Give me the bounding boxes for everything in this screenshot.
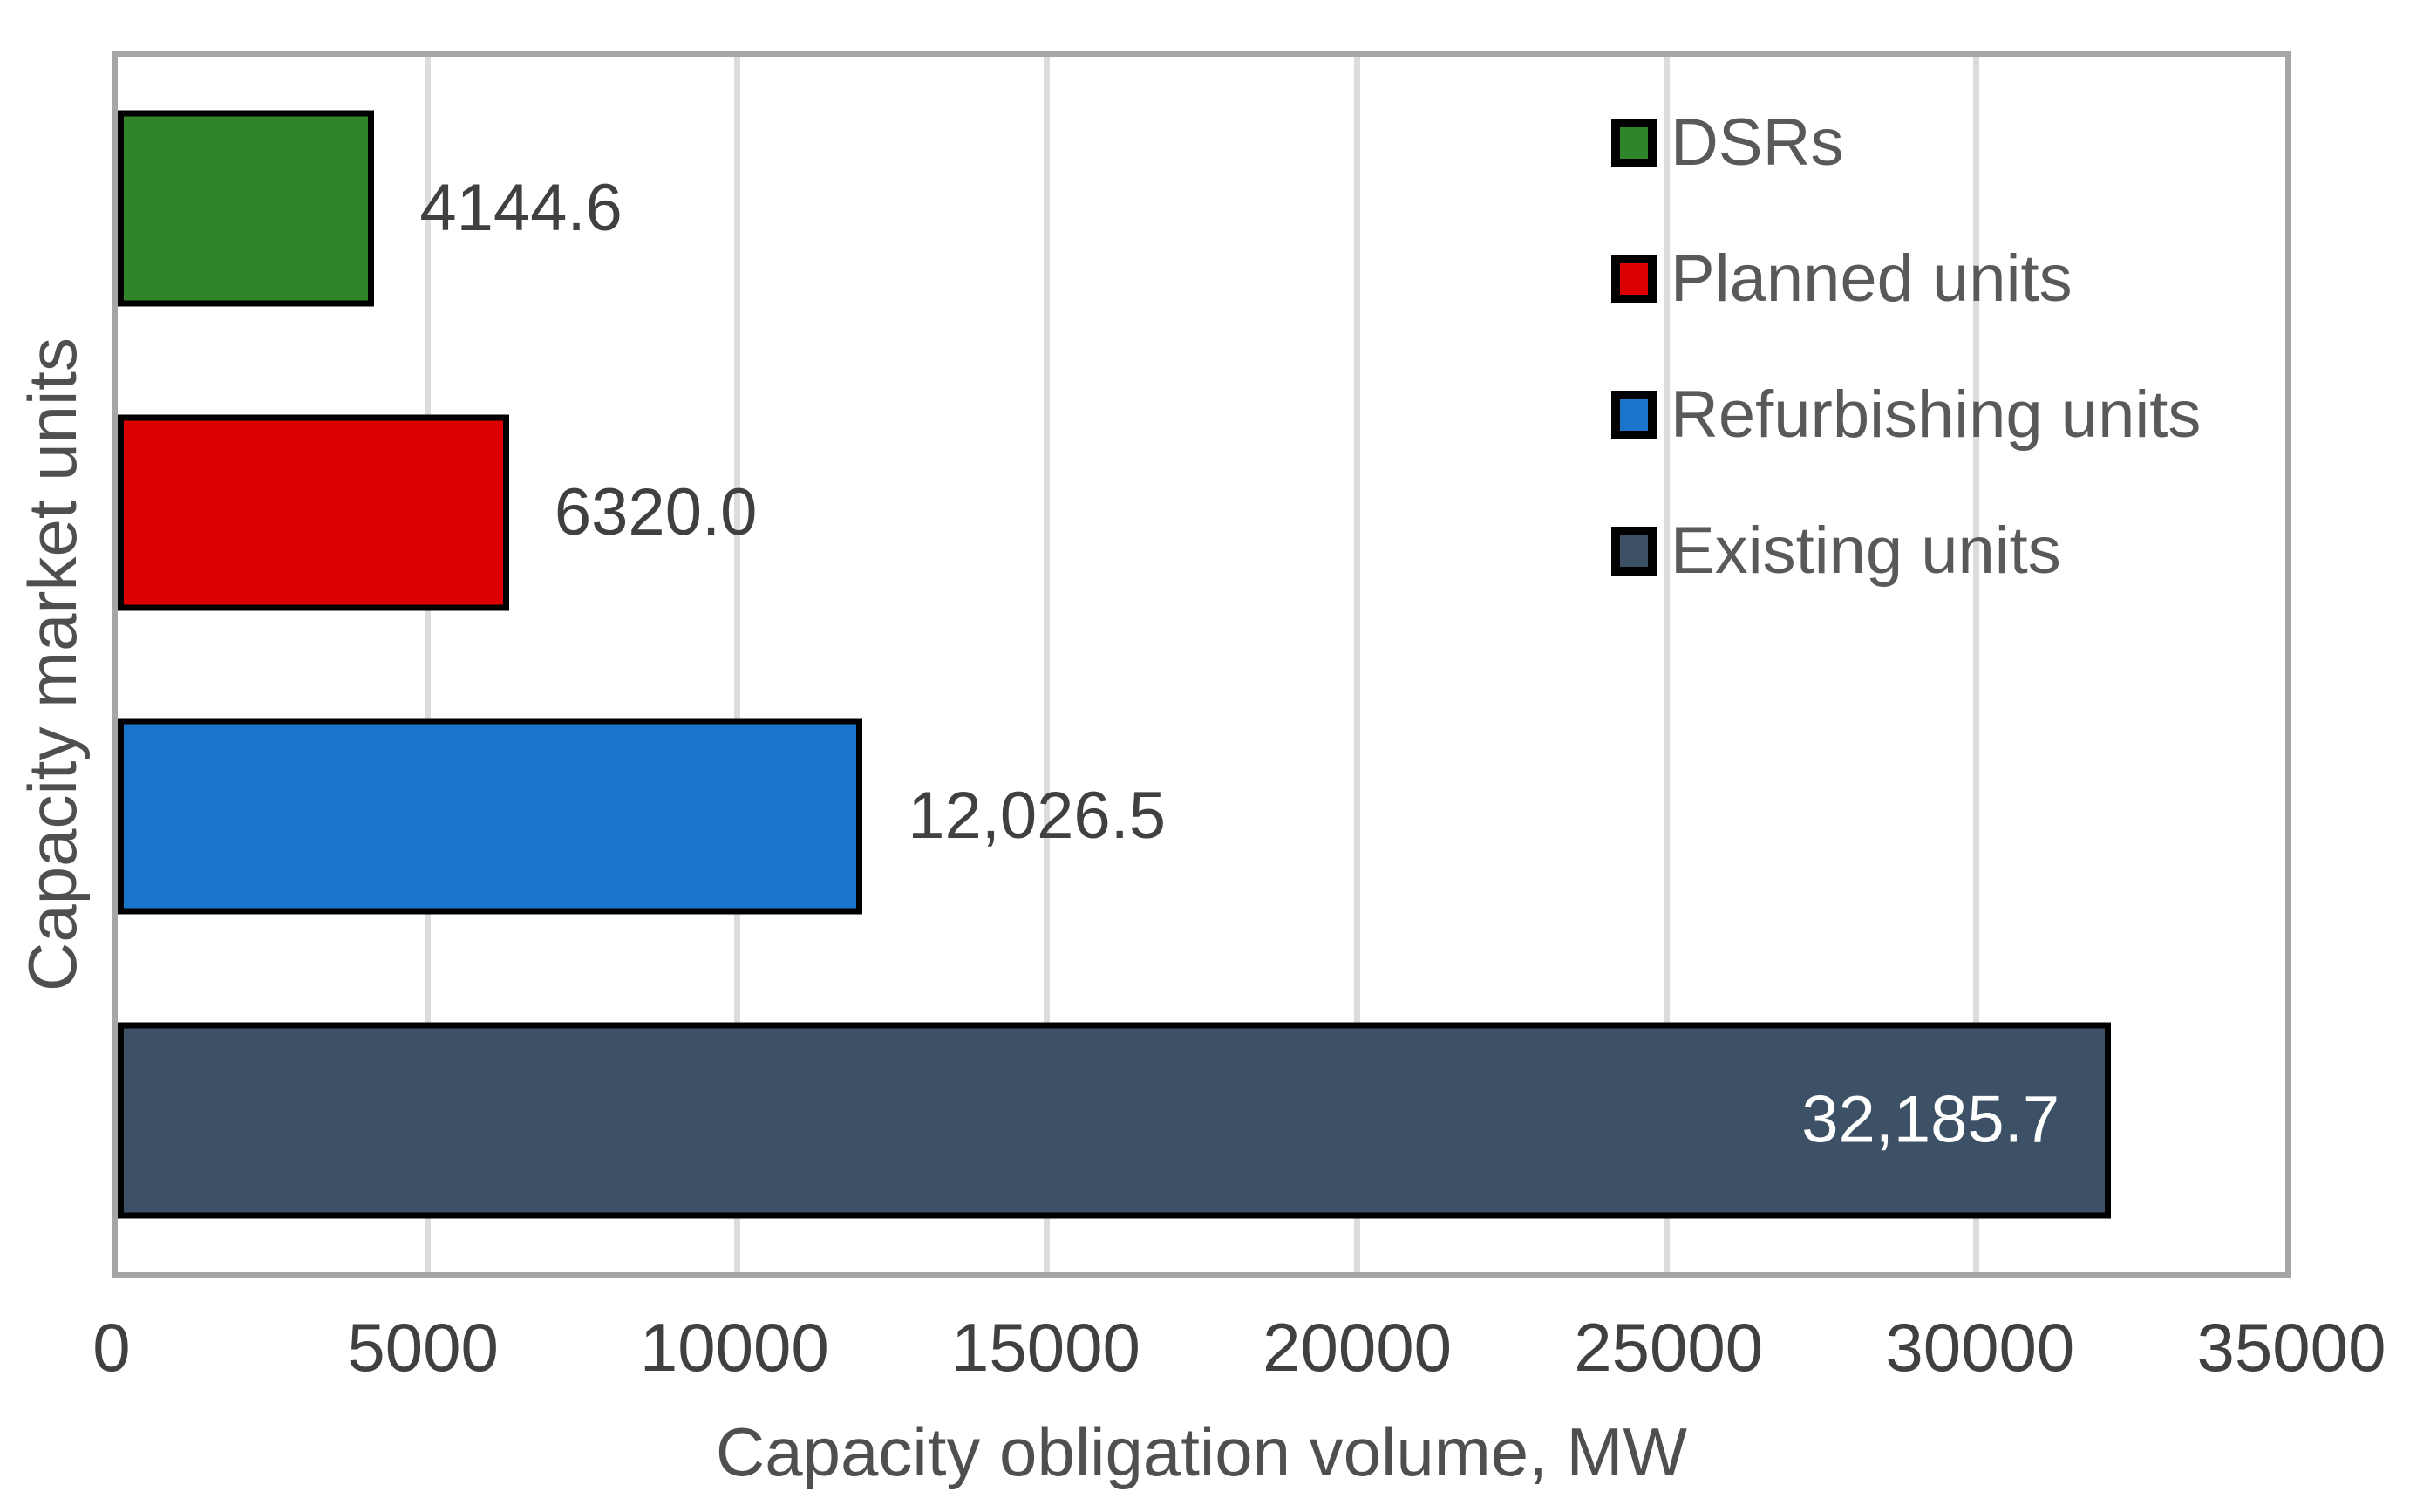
x-tick-35000: 35000 — [2196, 1309, 2386, 1386]
value-label-dsrs: 4144.6 — [419, 171, 623, 246]
legend-item-dsrs: DSRs — [1611, 110, 2201, 176]
legend-marker-planned-units — [1611, 255, 1657, 303]
gridlines-layer — [118, 57, 2285, 1272]
gridline-10000 — [734, 57, 741, 1272]
bar-row-refurbishing-units: 12,026.5 — [118, 664, 2285, 969]
bar-refurbishing-units — [118, 718, 863, 915]
value-label-planned-units: 6320.0 — [554, 474, 758, 549]
legend-marker-existing-units — [1611, 527, 1657, 576]
bar-existing-units: 32,185.7 — [118, 1022, 2112, 1219]
x-axis-ticks: 0 5000 10000 15000 20000 25000 30000 35000 — [92, 1309, 2386, 1392]
legend-label-dsrs: DSRs — [1671, 106, 1844, 180]
bar-row-planned-units: 6320.0 — [118, 361, 2285, 665]
gridline-5000 — [425, 57, 432, 1272]
x-tick-15000: 15000 — [950, 1309, 1140, 1386]
x-tick-5000: 5000 — [347, 1309, 499, 1386]
x-tick-25000: 25000 — [1574, 1309, 1764, 1386]
legend-item-existing-units: Existing units — [1611, 518, 2201, 584]
x-tick-30000: 30000 — [1885, 1309, 2075, 1386]
bar-row-dsrs: 4144.6 — [118, 57, 2285, 361]
legend-item-planned-units: Planned units — [1611, 246, 2201, 312]
bars-layer: 4144.6 6320.0 12,026.5 32,185.7 — [118, 57, 2285, 1272]
legend-marker-dsrs — [1611, 119, 1657, 167]
x-tick-0: 0 — [92, 1309, 131, 1386]
legend-label-existing-units: Existing units — [1671, 514, 2061, 588]
legend-marker-refurbishing-units — [1611, 391, 1657, 439]
gridline-25000 — [1663, 57, 1670, 1272]
value-label-existing-units: 32,185.7 — [1801, 1082, 2060, 1157]
gridline-15000 — [1044, 57, 1051, 1272]
bar-row-existing-units: 32,185.7 — [118, 969, 2285, 1273]
plot-area: 4144.6 6320.0 12,026.5 32,185.7 — [112, 51, 2291, 1278]
bar-planned-units — [118, 414, 509, 611]
legend: DSRs Planned units Refurbishing units Exist… — [1611, 110, 2201, 654]
legend-item-refurbishing-units: Refurbishing units — [1611, 382, 2201, 448]
value-label-refurbishing-units: 12,026.5 — [908, 779, 1167, 854]
bar-dsrs — [118, 110, 375, 307]
gridline-20000 — [1353, 57, 1360, 1272]
x-tick-20000: 20000 — [1263, 1309, 1453, 1386]
legend-label-refurbishing-units: Refurbishing units — [1671, 378, 2202, 452]
y-axis-title: Capacity market units — [14, 337, 91, 991]
gridline-30000 — [1972, 57, 1979, 1272]
legend-label-planned-units: Planned units — [1671, 242, 2073, 316]
x-axis-title: Capacity obligation volume, MW — [715, 1413, 1688, 1490]
x-tick-10000: 10000 — [639, 1309, 829, 1386]
